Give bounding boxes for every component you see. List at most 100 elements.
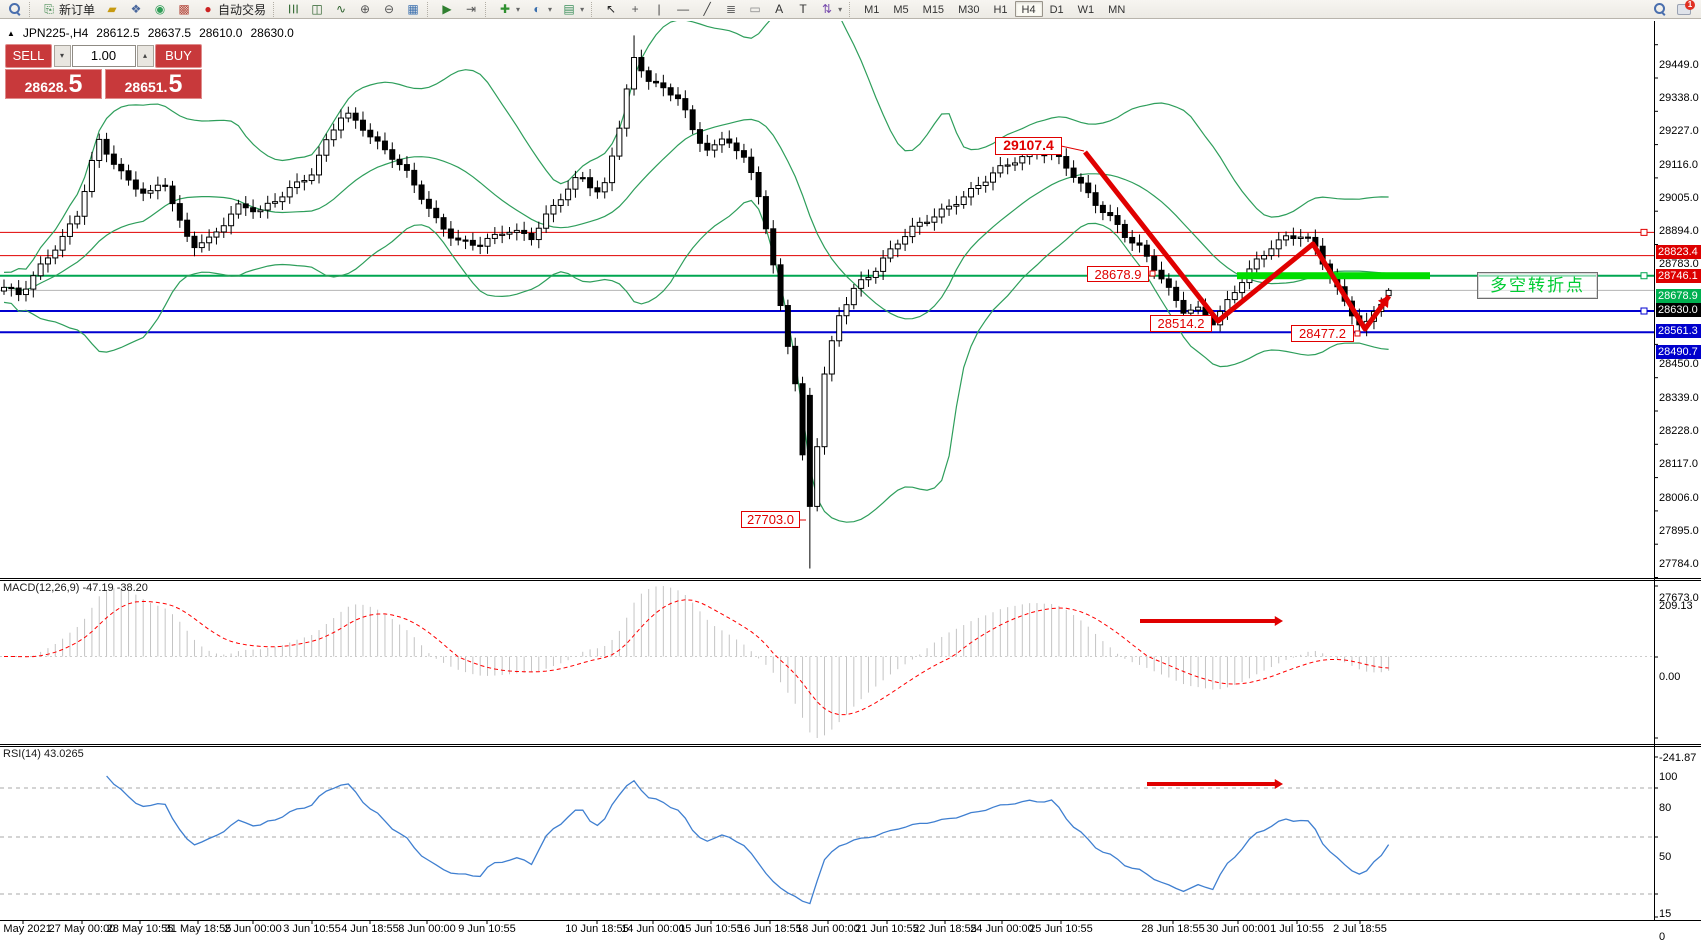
fibonacci-button[interactable]: ≣ bbox=[719, 1, 743, 18]
highlighted-trend-segment[interactable] bbox=[1237, 272, 1430, 280]
indicators-button[interactable]: ✚ ▾ bbox=[493, 1, 525, 18]
trendline-button[interactable]: ╱ bbox=[695, 1, 719, 18]
date-tick-label: 22 Jun 18:55 bbox=[913, 923, 977, 935]
tile-windows-button[interactable]: ▦ bbox=[401, 1, 425, 18]
chart-shift-button[interactable]: ⇥ bbox=[459, 1, 483, 18]
zoom-out-button[interactable]: ⊖ bbox=[377, 1, 401, 18]
volume-increase-button[interactable]: ▴ bbox=[136, 45, 154, 67]
line-chart-button[interactable]: ∿ bbox=[329, 1, 353, 18]
annotation-price-label[interactable]: 29107.4 bbox=[995, 137, 1062, 155]
fibo-channel-button[interactable]: ▭ bbox=[743, 1, 767, 18]
annotation-price-label[interactable]: 28514.2 bbox=[1150, 315, 1212, 332]
notifications-button[interactable]: 1 bbox=[1672, 0, 1698, 18]
buy-price[interactable]: 28651. 5 bbox=[105, 69, 202, 99]
timeframe-m5[interactable]: M5 bbox=[893, 4, 909, 16]
arrow-objects-button[interactable]: ⇅ ▾ bbox=[815, 1, 847, 18]
sell-button[interactable]: SELL bbox=[5, 44, 52, 68]
date-tick-label: 31 May 18:55 bbox=[164, 923, 232, 935]
line-chart-icon: ∿ bbox=[336, 2, 347, 16]
auto-trading-button[interactable]: ● 自动交易 bbox=[196, 1, 271, 18]
market-button[interactable]: ▩ bbox=[172, 1, 196, 18]
trend-arrows[interactable] bbox=[800, 145, 1392, 789]
price-tick-label: 27673.0 bbox=[1659, 592, 1699, 604]
crosshair-icon: + bbox=[631, 2, 639, 16]
timeframe-mn[interactable]: MN bbox=[1108, 4, 1126, 16]
annotation-price-label[interactable]: 28477.2 bbox=[1291, 325, 1354, 342]
timeframe-d1[interactable]: D1 bbox=[1049, 4, 1064, 16]
buy-button[interactable]: BUY bbox=[155, 44, 202, 68]
timeframe-m30[interactable]: M30 bbox=[958, 4, 980, 16]
bar-chart-button[interactable]: ☰ bbox=[281, 1, 305, 18]
vertical-line-button[interactable]: | bbox=[647, 1, 671, 18]
chart-window[interactable]: ▲ JPN225-,H4 28612.5 28637.5 28610.0 286… bbox=[0, 20, 1701, 941]
toolbar: ⎘ 新订单 ▰ ❖ ◉ ▩ ● 自动交易 ☰ ◫ ∿ ⊕ ⊖ ▦ ▶ ⇥ ✚ ▾ ◐ ▾ ▤ ▾ ↖ + | — ╱ ≣ ▭ A T ⇅ ▾ M1… bbox=[0, 0, 1701, 19]
crosshair-button[interactable]: + bbox=[623, 1, 647, 18]
periods-icon: ◐ bbox=[533, 2, 541, 16]
price-tick-label: 29116.0 bbox=[1659, 159, 1698, 171]
price-level-badge: 28561.3 bbox=[1656, 324, 1701, 338]
indicators-icon: ✚ bbox=[500, 2, 511, 16]
notification-badge: 1 bbox=[1685, 0, 1695, 10]
timeframe-m1[interactable]: M1 bbox=[864, 4, 880, 16]
date-tick-label: 30 Jun 00:00 bbox=[1206, 923, 1270, 935]
one-click-trading-panel: SELL ▾ 1.00 ▴ BUY 28628. 5 28651. 5 bbox=[5, 43, 202, 99]
sell-price-big: 5 bbox=[68, 70, 83, 98]
auto-scroll-button[interactable]: ▶ bbox=[435, 1, 459, 18]
periods-button[interactable]: ◐ ▾ bbox=[525, 1, 557, 18]
price-level-badge: 28490.7 bbox=[1656, 345, 1701, 359]
price-tick-label: 28228.0 bbox=[1659, 425, 1699, 437]
expert-advisors-icon: ❖ bbox=[130, 2, 142, 16]
styler-icon: ▰ bbox=[107, 2, 117, 16]
zoom-in-button[interactable]: ⊕ bbox=[353, 1, 377, 18]
candlestick-chart-button[interactable]: ◫ bbox=[305, 1, 329, 18]
new-order-icon: ⎘ bbox=[44, 2, 54, 16]
search-button[interactable] bbox=[1648, 1, 1672, 18]
symbol-period: JPN225-,H4 bbox=[22, 26, 89, 40]
note-box[interactable]: 多空转折点 bbox=[1477, 272, 1598, 299]
timeframe-w1[interactable]: W1 bbox=[1077, 4, 1095, 16]
price-tick-label: 27895.0 bbox=[1659, 525, 1699, 537]
price-tick-label: 28894.0 bbox=[1659, 225, 1699, 237]
horizontal-level-lines[interactable] bbox=[0, 228, 1654, 334]
text-label-button[interactable]: T bbox=[791, 1, 815, 18]
templates-button[interactable]: ▤ ▾ bbox=[557, 1, 589, 18]
sell-price[interactable]: 28628. 5 bbox=[5, 69, 102, 99]
ohlc-open: 28612.5 bbox=[96, 26, 140, 40]
volume-input[interactable]: 1.00 bbox=[71, 45, 136, 67]
indicator-wizard-button[interactable] bbox=[3, 1, 27, 18]
price-tick-label: 27784.0 bbox=[1659, 558, 1699, 570]
timeframe-h1[interactable]: H1 bbox=[993, 4, 1008, 16]
cursor-button[interactable]: ↖ bbox=[599, 1, 623, 18]
notifications-icon: 1 bbox=[1677, 0, 1695, 16]
timeframe-m15[interactable]: M15 bbox=[922, 4, 945, 16]
trendline-icon: ╱ bbox=[703, 2, 711, 16]
volume-decrease-button[interactable]: ▾ bbox=[53, 45, 71, 67]
candlestick-chart-icon: ◫ bbox=[311, 2, 323, 16]
annotation-price-label[interactable]: 27703.0 bbox=[741, 511, 800, 528]
expert-advisors-button[interactable]: ❖ bbox=[124, 1, 148, 18]
arrow-objects-icon: ⇅ bbox=[822, 2, 833, 16]
new-order-button[interactable]: ⎘ 新订单 bbox=[37, 1, 100, 18]
toolbar-separator bbox=[273, 1, 278, 17]
toolbar-separator bbox=[29, 1, 34, 17]
price-tick-label: 28783.0 bbox=[1659, 258, 1699, 270]
zoom-in-icon: ⊕ bbox=[360, 2, 371, 16]
date-tick-label: 2 Jun 00:00 bbox=[224, 923, 282, 935]
date-tick-label: 5 May 2021 bbox=[0, 923, 52, 935]
panel-toggle-icon[interactable]: ▲ bbox=[7, 28, 15, 38]
date-tick-label: 27 May 00:00 bbox=[48, 923, 116, 935]
text-button[interactable]: A bbox=[767, 1, 791, 18]
chevron-down-icon: ▾ bbox=[516, 4, 521, 14]
horizontal-line-button[interactable]: — bbox=[671, 1, 695, 18]
text-icon: A bbox=[775, 2, 784, 16]
rsi-axis-label: 0 bbox=[1659, 931, 1666, 941]
annotation-price-label[interactable]: 28678.9 bbox=[1087, 266, 1149, 282]
ohlc-info: ▲ JPN225-,H4 28612.5 28637.5 28610.0 286… bbox=[7, 26, 294, 40]
timeframe-h4[interactable]: H4 bbox=[1014, 1, 1043, 17]
styler-button[interactable]: ▰ bbox=[100, 1, 124, 18]
date-tick-label: 25 Jun 10:55 bbox=[1029, 923, 1093, 935]
buy-price-big: 5 bbox=[168, 70, 183, 98]
signals-button[interactable]: ◉ bbox=[148, 1, 172, 18]
date-tick-label: 28 Jun 18:55 bbox=[1141, 923, 1205, 935]
